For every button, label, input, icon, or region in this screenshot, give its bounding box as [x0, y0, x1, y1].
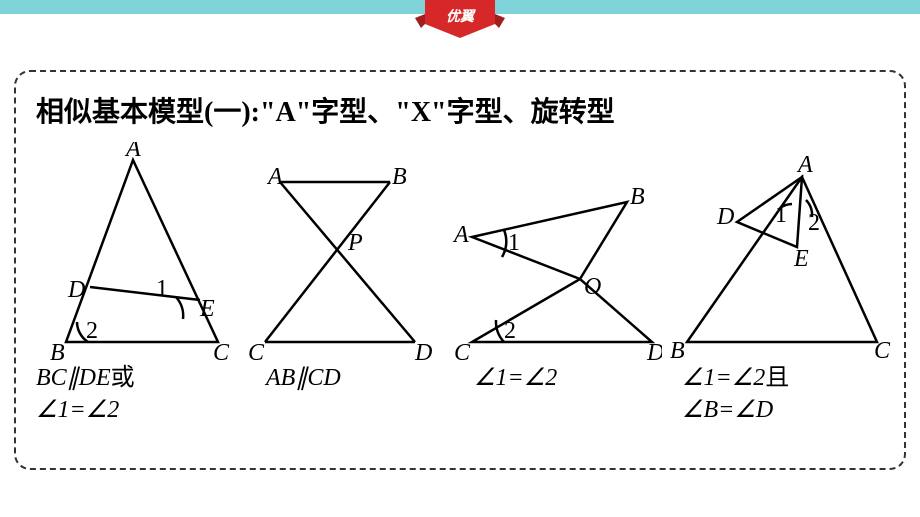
label-B: B — [630, 184, 645, 210]
label-B: B — [392, 164, 407, 190]
label-P: P — [347, 230, 363, 256]
label-D: D — [414, 340, 432, 362]
label-D: D — [646, 340, 662, 362]
label-B: B — [50, 340, 65, 362]
label-B: B — [670, 338, 685, 362]
angle-1: 1 — [156, 276, 168, 302]
label-A: A — [796, 152, 813, 178]
label-C: C — [454, 340, 471, 362]
angle-2: 2 — [808, 210, 820, 236]
label-C: C — [213, 340, 230, 362]
label-C: C — [248, 340, 265, 362]
cap-d4-l2: ∠B=∠D — [682, 397, 773, 423]
label-A: A — [124, 142, 141, 162]
diagram-crossed: A B C D O 1 2 ∠1=∠2 — [442, 142, 662, 394]
label-D: D — [716, 204, 734, 230]
label-C: C — [874, 338, 891, 362]
label-E: E — [199, 296, 215, 322]
angle-1: 1 — [508, 230, 520, 256]
cap-d1-l2: ∠1=∠2 — [36, 397, 119, 423]
cap-d3-l1: ∠1=∠2 — [474, 365, 557, 391]
label-O: O — [584, 274, 601, 300]
caption-d1: BC∥DE或 ∠1=∠2 — [28, 362, 238, 427]
cap-d4-and: 且 — [765, 365, 789, 391]
angle-2: 2 — [86, 318, 98, 344]
panel-title: 相似基本模型(一):"A"字型、"X"字型、旋转型 — [28, 90, 892, 130]
label-A: A — [452, 222, 469, 248]
cap-d4-l1: ∠1=∠2 — [682, 365, 765, 391]
label-A: A — [266, 164, 283, 190]
diagram-rotation: A B C D E 1 2 ∠1=∠2且 ∠B=∠D — [662, 142, 892, 427]
label-E: E — [793, 246, 809, 272]
diagram-x-shape: A B C D P AB∥CD — [238, 142, 442, 394]
cap-d1-or: 或 — [111, 365, 135, 391]
caption-d2: AB∥CD — [238, 362, 442, 394]
cap-d2-l1: AB∥CD — [266, 365, 341, 391]
cap-d1-l1: BC∥DE — [36, 365, 111, 391]
diagram-a-shape: A B C D E 1 2 BC∥DE或 ∠1=∠2 — [28, 142, 238, 427]
angle-1: 1 — [775, 202, 787, 228]
label-D: D — [67, 277, 85, 303]
caption-d3: ∠1=∠2 — [442, 362, 662, 394]
angle-2: 2 — [504, 318, 516, 344]
caption-d4: ∠1=∠2且 ∠B=∠D — [662, 362, 892, 427]
diagrams-row: A B C D E 1 2 BC∥DE或 ∠1=∠2 — [28, 142, 892, 402]
logo-text: 优翼 — [446, 6, 474, 26]
content-panel: 相似基本模型(一):"A"字型、"X"字型、旋转型 A B C D E 1 2 — [14, 70, 906, 470]
